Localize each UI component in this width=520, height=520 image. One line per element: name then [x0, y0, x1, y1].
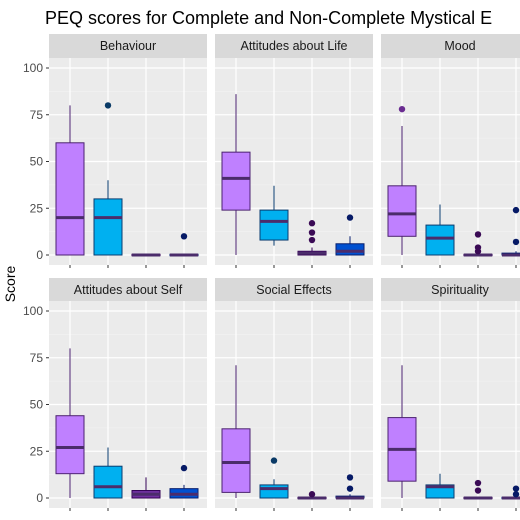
boxplot-group-2 [425, 473, 455, 499]
y-tick-label: 75 [30, 351, 44, 365]
outlier-point [308, 220, 316, 227]
facet-panel: Behaviour 0 25 50 75 100 [23, 34, 207, 268]
y-axis-title: Score [2, 266, 18, 303]
facet-panel: Mood [381, 34, 520, 268]
boxplot-group-3 [131, 253, 161, 257]
box [387, 185, 417, 237]
boxplot-group-1 [221, 365, 251, 498]
outlier-point [398, 105, 406, 113]
outlier-point [512, 491, 520, 498]
facet-strip [49, 34, 207, 58]
boxplot-group-4 [501, 206, 520, 257]
facet-panel: Social Effects [215, 278, 373, 511]
outlier-point [346, 485, 354, 492]
box [259, 484, 289, 499]
y-tick-label: 50 [30, 398, 44, 412]
y-tick-label: 25 [30, 201, 44, 215]
box [93, 198, 123, 256]
boxplot-group-3 [463, 231, 493, 257]
facet-panel: Attitudes about Self 0 25 50 75 100 [23, 278, 207, 511]
facet-strip-label: Mood [444, 39, 475, 53]
facet-panel: Spirituality [381, 278, 520, 511]
outlier-point [474, 244, 482, 251]
facet-strip [215, 34, 373, 58]
outlier-point [180, 233, 188, 240]
y-tick-label: 75 [30, 108, 44, 122]
boxplot-group-4 [169, 464, 199, 499]
facet-panel: Attitudes about Life [215, 34, 373, 268]
boxplot-group-3 [463, 479, 493, 500]
outlier-point [104, 102, 112, 109]
boxplot-group-1 [221, 94, 251, 255]
box [55, 415, 85, 475]
y-tick-label: 25 [30, 444, 44, 458]
y-tick-label: 50 [30, 155, 44, 169]
boxplot-group-1 [55, 105, 85, 256]
outlier-point [512, 485, 520, 492]
boxplot-group-1 [387, 365, 417, 498]
box [55, 142, 85, 256]
outlier-point [346, 214, 354, 221]
outlier-point [474, 487, 482, 494]
panels-layer: Behaviour 0 25 50 75 100 Attitudes about Life M… [23, 34, 520, 511]
boxplot-group-2 [259, 185, 289, 246]
boxplot-group-3 [131, 477, 161, 499]
box [221, 428, 251, 493]
outlier-point [308, 491, 316, 498]
facet-strip [49, 278, 207, 302]
y-tick-label: 0 [36, 248, 43, 262]
outlier-point [270, 457, 278, 464]
facet-strip [381, 278, 520, 302]
outlier-point [308, 236, 316, 244]
outlier-point [180, 464, 188, 472]
outlier-point [308, 229, 316, 236]
boxplot-group-2 [259, 457, 289, 499]
facet-strip-label: Attitudes about Self [74, 283, 183, 297]
box [221, 151, 251, 211]
box [93, 465, 123, 499]
outlier-point [512, 206, 520, 214]
facet-strip-label: Behaviour [100, 39, 156, 53]
boxplot-group-2 [93, 447, 123, 499]
boxplot-group-3 [297, 491, 327, 500]
y-tick-label: 100 [23, 304, 43, 318]
facet-strip [381, 34, 520, 58]
boxplot-group-1 [387, 105, 417, 255]
boxplot-group-2 [425, 204, 455, 256]
y-tick-label: 100 [23, 61, 43, 75]
box [259, 209, 289, 241]
outlier-point [474, 231, 482, 238]
boxplot-group-4 [335, 474, 365, 500]
boxplot-group-3 [297, 220, 327, 256]
boxplot-group-1 [55, 348, 85, 498]
box [335, 243, 365, 256]
facet-strip-label: Social Effects [256, 283, 332, 297]
boxplot-group-4 [169, 233, 199, 257]
boxplot-group-4 [501, 485, 520, 500]
box [425, 224, 455, 256]
boxplot-group-2 [93, 102, 123, 256]
facet-strip-label: Attitudes about Life [240, 39, 347, 53]
y-tick-label: 0 [36, 491, 43, 505]
facet-strip-label: Spirituality [431, 283, 489, 297]
boxplot-group-4 [335, 214, 365, 256]
outlier-point [346, 474, 354, 481]
outlier-point [474, 479, 482, 487]
outlier-point [512, 238, 520, 246]
facet-strip [215, 278, 373, 302]
chart-title: PEQ scores for Complete and Non-Complete… [45, 8, 492, 28]
